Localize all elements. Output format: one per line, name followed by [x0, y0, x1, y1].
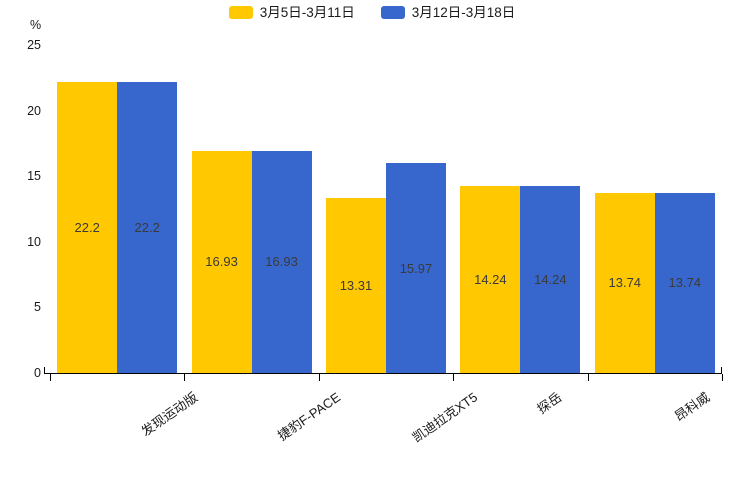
bar-value-label: 22.2 — [134, 219, 160, 235]
legend-label: 3月12日-3月18日 — [411, 5, 516, 20]
bar[interactable]: 22.2 — [57, 81, 118, 373]
bar[interactable]: 16.93 — [191, 150, 252, 373]
bar[interactable]: 13.31 — [325, 198, 386, 373]
x-axis-tick — [50, 374, 51, 381]
x-axis-category-label: 捷豹F-PACE — [274, 389, 343, 444]
legend-swatch-icon — [228, 6, 253, 20]
legend-item-series-1[interactable]: 3月5日-3月11日 — [228, 5, 355, 20]
bar-value-label: 13.31 — [339, 278, 373, 294]
x-axis-tick — [184, 374, 186, 381]
legend-label: 3月5日-3月11日 — [259, 5, 355, 20]
bar-group: 13.31 15.97 — [319, 45, 453, 373]
bar-value-label: 13.74 — [668, 275, 702, 291]
bar-group: 14.24 14.24 — [453, 45, 587, 373]
y-axis-unit-label: % — [30, 18, 42, 32]
legend-item-series-2[interactable]: 3月12日-3月18日 — [380, 5, 516, 20]
bar-value-label: 14.24 — [474, 272, 507, 288]
x-axis-tick — [453, 374, 455, 381]
bar[interactable]: 13.74 — [654, 192, 715, 373]
x-axis-tick — [722, 374, 723, 381]
bar[interactable]: 22.2 — [117, 81, 178, 373]
y-axis-tick-label: 15 — [27, 169, 41, 184]
x-axis-category-label: 昂科威 — [671, 389, 713, 425]
x-axis-line — [44, 373, 722, 374]
legend-swatch-icon — [380, 6, 405, 20]
x-axis-category-label: 发现运动版 — [138, 389, 201, 440]
y-axis-tick-label: 0 — [34, 366, 41, 380]
bar[interactable]: 15.97 — [385, 163, 446, 373]
bar-value-label: 22.2 — [74, 219, 100, 235]
x-axis-tick — [318, 374, 320, 381]
bar-group: 22.2 22.2 — [50, 45, 184, 373]
y-axis-tick-label: 20 — [27, 103, 41, 118]
bar-value-label: 15.97 — [399, 260, 433, 276]
bar[interactable]: 14.24 — [460, 186, 521, 373]
x-axis-right-cap — [721, 367, 722, 373]
bar-value-label: 14.24 — [534, 272, 567, 288]
bar-value-label: 13.74 — [608, 275, 642, 291]
bar-group: 13.74 13.74 — [588, 45, 722, 373]
plot-area: 0 5 10 15 20 25 22.2 22.2 16.93 16.93 13.31 15.97 1… — [27, 38, 723, 445]
bar-group: 16.93 16.93 — [184, 45, 318, 373]
bar[interactable]: 13.74 — [594, 192, 655, 373]
y-axis-tick-label: 25 — [27, 38, 41, 52]
bar-value-label: 16.93 — [265, 254, 298, 270]
x-axis-tick — [587, 374, 589, 381]
chart-legend: 3月5日-3月11日 3月12日-3月18日 — [0, 6, 744, 20]
x-axis-left-cap — [44, 367, 45, 373]
bar-value-label: 16.93 — [205, 254, 238, 270]
y-axis-tick-label: 5 — [34, 300, 41, 315]
y-axis-tick-label: 10 — [27, 234, 41, 249]
bar[interactable]: 14.24 — [520, 186, 581, 373]
x-axis-category-label: 凯迪拉克XT5 — [409, 389, 481, 446]
x-axis-category-label: 探岳 — [534, 389, 565, 417]
bar[interactable]: 16.93 — [251, 150, 312, 373]
